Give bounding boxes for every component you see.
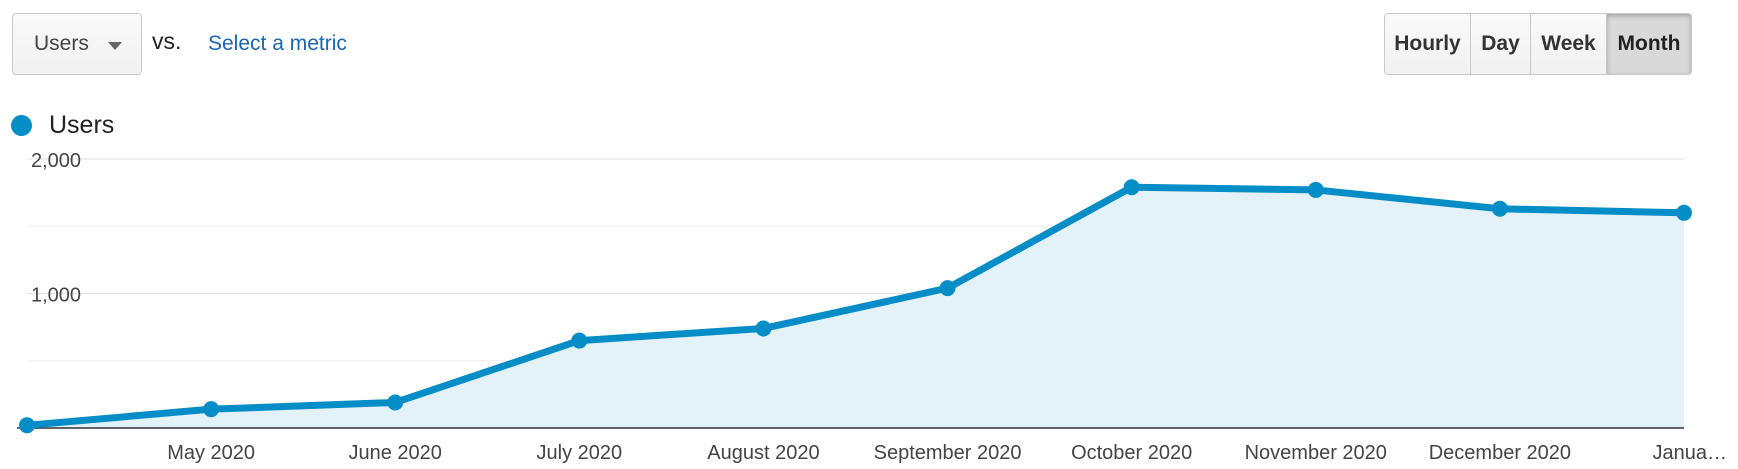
data-point bbox=[755, 320, 772, 337]
time-range-selector: Hourly Day Week Month bbox=[1384, 13, 1692, 75]
chevron-down-icon bbox=[108, 42, 122, 50]
data-point bbox=[1676, 204, 1692, 221]
x-tick-label: September 2020 bbox=[874, 442, 1022, 464]
hourly-button[interactable]: Hourly bbox=[1385, 14, 1471, 74]
x-tick-label: November 2020 bbox=[1245, 442, 1387, 464]
select-metric-link[interactable]: Select a metric bbox=[208, 32, 347, 55]
month-button[interactable]: Month bbox=[1607, 14, 1691, 74]
vs-label: vs. bbox=[152, 28, 182, 54]
data-point bbox=[1123, 179, 1140, 196]
data-point bbox=[1307, 181, 1324, 198]
x-tick-label: December 2020 bbox=[1429, 442, 1571, 464]
x-tick-label: October 2020 bbox=[1071, 442, 1192, 464]
series-area bbox=[27, 187, 1684, 428]
week-button[interactable]: Week bbox=[1531, 14, 1607, 74]
data-point bbox=[939, 280, 956, 297]
data-point bbox=[571, 332, 588, 349]
x-tick-label: August 2020 bbox=[707, 442, 819, 464]
day-button[interactable]: Day bbox=[1471, 14, 1531, 74]
y-tick-label: 1,000 bbox=[31, 285, 81, 307]
x-tick-label: July 2020 bbox=[537, 442, 623, 464]
data-point bbox=[387, 394, 404, 411]
y-tick-label: 2,000 bbox=[31, 150, 81, 172]
series-line bbox=[23, 183, 1688, 429]
data-point bbox=[203, 401, 220, 418]
data-point bbox=[19, 417, 35, 434]
primary-metric-dropdown[interactable]: Users bbox=[12, 13, 142, 75]
primary-metric-label: Users bbox=[34, 32, 89, 55]
x-tick-label: Janua… bbox=[1653, 442, 1728, 464]
chart-legend: Users bbox=[11, 111, 114, 140]
legend-dot-icon bbox=[11, 115, 32, 136]
x-tick-label: June 2020 bbox=[349, 442, 442, 464]
x-tick-label: May 2020 bbox=[167, 442, 255, 464]
data-point bbox=[1491, 200, 1508, 217]
legend-label: Users bbox=[49, 111, 115, 139]
